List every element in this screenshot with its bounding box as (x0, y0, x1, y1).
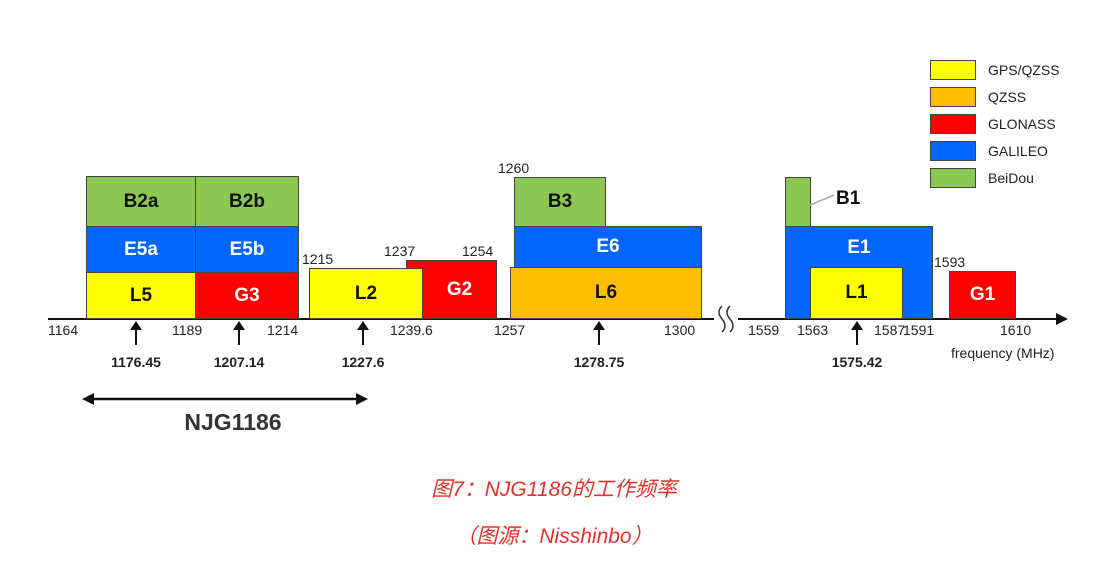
band-label: L5 (129, 284, 153, 306)
freq-label: 1591 (903, 322, 935, 338)
axis-right (738, 318, 1060, 320)
legend-label: GPS/QZSS (988, 62, 1060, 78)
band-label: B2a (123, 190, 159, 212)
legend-label: GLONASS (988, 116, 1056, 132)
band-label: L1 (845, 282, 868, 303)
caption-source: （图源：Nisshinbo） (455, 525, 653, 548)
center-freq-label: 1207.14 (213, 354, 265, 370)
band-G3: G3 (195, 272, 299, 319)
center-arrow-icon (851, 321, 863, 345)
legend-label: BeiDou (988, 170, 1034, 186)
center-freq-label: 1176.45 (111, 354, 161, 370)
freq-label: 1563 (797, 322, 829, 338)
band-L2: L2 (309, 268, 423, 319)
freq-label: 1239.6 (390, 322, 433, 338)
band-label: G1 (969, 284, 996, 305)
band-B3: B3 (514, 177, 606, 227)
band-label: E5b (229, 238, 265, 260)
band-label: B2b (229, 190, 265, 212)
center-arrow-icon (130, 321, 142, 345)
band-G1: G1 (949, 271, 1016, 319)
center-arrow-icon (593, 321, 605, 345)
freq-label: 1300 (664, 322, 696, 338)
band-label: L2 (354, 282, 378, 304)
center-freq-label: 1227.6 (341, 354, 385, 370)
legend-swatch-qzss (930, 87, 976, 107)
legend-swatch-glonass (930, 114, 976, 134)
band-label: G2 (446, 278, 473, 300)
legend-label: QZSS (988, 89, 1027, 105)
freq-label: 1164 (48, 322, 79, 338)
caption-title: 图7：NJG1186的工作频率 (431, 478, 677, 501)
coverage-double-arrow-icon (82, 393, 368, 405)
freq-label: 1214 (267, 322, 299, 338)
center-arrow-icon (357, 321, 369, 345)
band-label: B3 (547, 191, 573, 212)
band-L5: L5 (86, 272, 196, 319)
freq-label: 1237 (384, 243, 416, 259)
freq-label: 1189 (172, 322, 203, 338)
freq-label: 1254 (462, 243, 494, 259)
band-E5a: E5a (86, 226, 196, 273)
axis-arrowhead (1056, 313, 1068, 325)
band-B2b: B2b (195, 176, 299, 227)
center-freq-label: 1575.42 (831, 354, 883, 370)
freq-label: 1260 (498, 160, 530, 176)
band-E6: E6 (514, 226, 702, 268)
legend-label: GALILEO (988, 143, 1048, 159)
band-label: E1 (847, 237, 871, 258)
freq-label: 1587 (874, 322, 906, 338)
band-E5b: E5b (195, 226, 299, 273)
b1-leader-line (810, 194, 835, 206)
freq-label: 1215 (302, 251, 334, 267)
center-freq-label: 1278.75 (573, 354, 625, 370)
center-arrow-icon (233, 321, 245, 345)
axis-break-icon (718, 305, 734, 333)
freq-label: 1559 (748, 322, 780, 338)
freq-label: 1610 (1000, 322, 1032, 338)
band-label: E5a (124, 238, 158, 260)
band-B2a: B2a (86, 176, 196, 227)
freq-label: 1593 (934, 254, 966, 270)
band-B1-label: B1 (836, 188, 861, 209)
band-label: E6 (596, 236, 620, 257)
band-label: L6 (594, 282, 618, 303)
band-L6: L6 (510, 267, 702, 319)
legend-swatch-galileo (930, 141, 976, 161)
axis-left (48, 318, 714, 320)
band-label: G3 (234, 284, 260, 306)
coverage-label: NJG1186 (184, 409, 282, 435)
axis-label: frequency (MHz) (951, 345, 1055, 361)
band-B1 (785, 177, 811, 227)
legend-swatch-gps-qzss (930, 60, 976, 80)
legend-swatch-beidou (930, 168, 976, 188)
freq-label: 1257 (494, 322, 526, 338)
band-L1: L1 (810, 267, 903, 319)
